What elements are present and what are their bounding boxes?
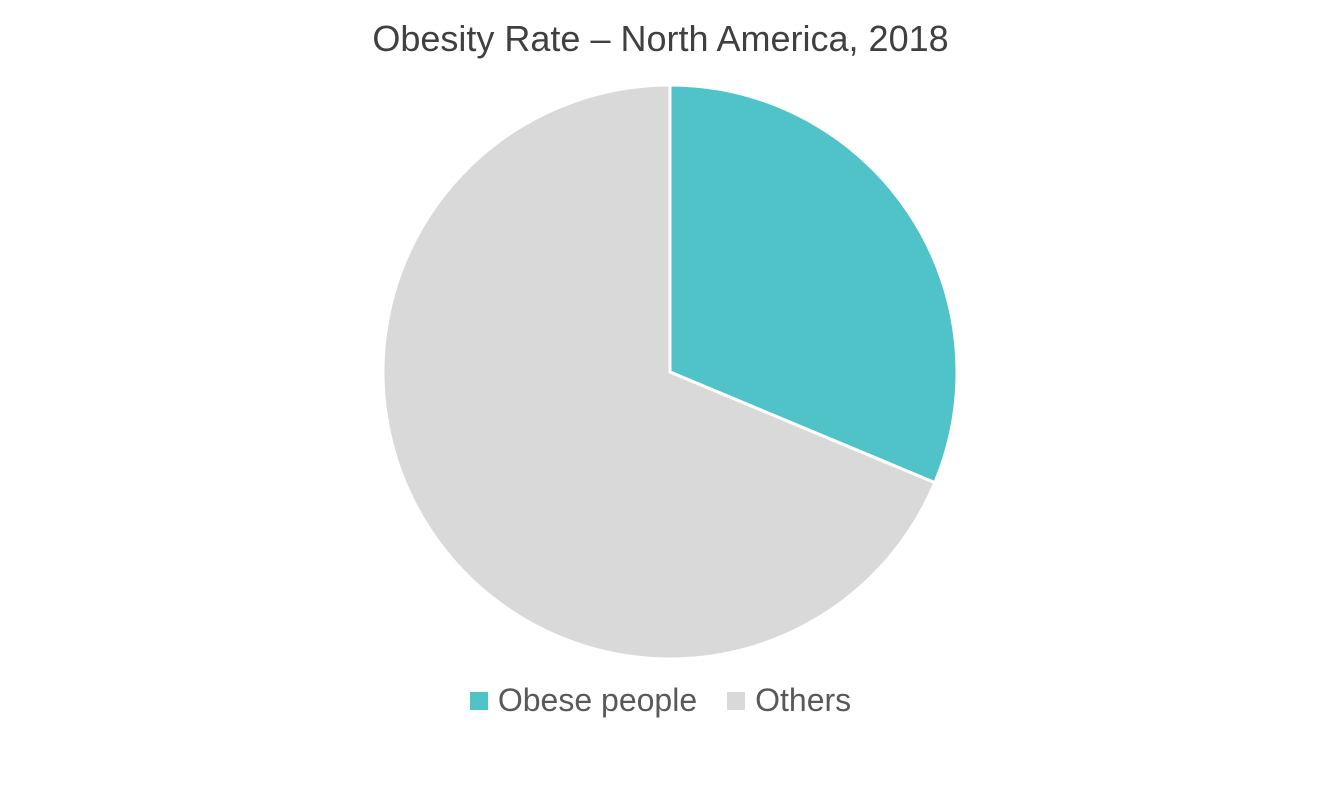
legend-swatch-others bbox=[727, 691, 746, 710]
chart-title: Obesity Rate – North America, 2018 bbox=[372, 18, 949, 59]
legend-swatch-obese bbox=[469, 691, 488, 710]
legend-label-obese: Obese people bbox=[497, 682, 698, 718]
legend-label-others: Others bbox=[755, 682, 852, 718]
pie-slice-obese-people bbox=[668, 83, 959, 485]
legend: Obese people Others bbox=[0, 682, 1321, 719]
legend-item-obese: Obese people bbox=[469, 682, 698, 719]
pie-slice-others bbox=[381, 83, 937, 661]
legend-item-others: Others bbox=[727, 682, 851, 719]
